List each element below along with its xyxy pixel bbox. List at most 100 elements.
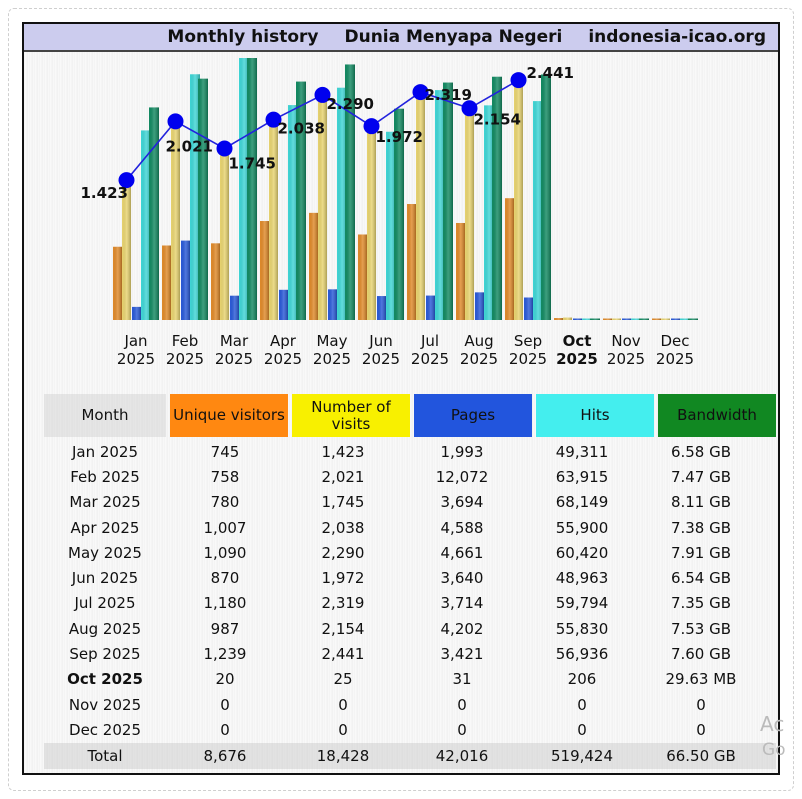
cell-hits: 60,420 (555, 543, 609, 562)
cell-unique-visitors: 1,090 (203, 543, 247, 562)
cell-unique-visitors: 987 (210, 619, 240, 638)
bar-shade (631, 318, 641, 320)
bar-shade (132, 306, 141, 320)
cell-visits: 1,745 (321, 493, 365, 512)
bar-shade (328, 289, 337, 320)
cell-month: Jun 2025 (71, 569, 139, 588)
bar-shade (162, 245, 171, 320)
bar-shade (573, 318, 582, 320)
bar-shade (198, 78, 208, 320)
bar-shade (524, 297, 533, 320)
cell-month: Nov 2025 (68, 695, 142, 714)
bar-shade (639, 318, 649, 320)
x-tick-month-nov: Nov (611, 332, 640, 350)
cell-hits: 55,900 (555, 518, 609, 537)
x-tick-month-feb: Feb (172, 332, 199, 350)
cell-hits: 0 (577, 720, 587, 739)
x-tick-month-may: May (316, 332, 347, 350)
site-domain: indonesia-icao.org (588, 27, 766, 47)
cell-month: Aug 2025 (68, 619, 142, 638)
bar-shade (345, 64, 355, 321)
bar-shade (190, 74, 200, 321)
cell-month: Sep 2025 (69, 645, 141, 664)
x-tick-month-sep: Sep (514, 332, 542, 350)
x-tick-year-nov: 2025 (607, 350, 645, 368)
monthly-table: Month Unique visitors Number of visits P… (44, 394, 776, 769)
bar-shade (661, 318, 670, 320)
bar-shade (533, 101, 543, 320)
x-tick-year-apr: 2025 (264, 350, 302, 368)
bar-shade (603, 318, 612, 320)
x-tick-year-sep: 2025 (509, 350, 547, 368)
x-tick-month-aug: Aug (464, 332, 493, 350)
cell-bandwidth: 7.60 GB (670, 645, 732, 664)
cell-hits: 56,936 (555, 645, 609, 664)
x-tick-year-feb: 2025 (166, 350, 204, 368)
cell-bandwidth: 7.47 GB (670, 467, 732, 486)
header-hits: Hits (536, 394, 654, 437)
cell-visits: 2,290 (321, 543, 365, 562)
cell-hits: 59,794 (555, 594, 609, 613)
cell-hits: 206 (567, 670, 597, 689)
cell-unique-visitors: 758 (210, 467, 240, 486)
cell-unique-visitors: 745 (210, 442, 240, 461)
cell-hits: 48,963 (555, 569, 609, 588)
table-row: Mar 2025 780 1,745 3,694 68,149 8.11 GB (44, 490, 776, 515)
cell-month: Jan 2025 (71, 442, 139, 461)
cell-month: Feb 2025 (70, 467, 140, 486)
bar-shade (181, 240, 190, 320)
cell-bandwidth: 0 (696, 695, 706, 714)
bar-shade (407, 204, 416, 320)
table-row: Dec 2025 0 0 0 0 0 (44, 717, 776, 742)
monthly-history-panel: Monthly history Dunia Menyapa Negeri ind… (22, 22, 780, 775)
bar-shade (230, 295, 239, 320)
cell-visits: 2,021 (321, 467, 365, 486)
cell-month: Dec 2025 (69, 720, 141, 739)
table-row: Jan 2025 745 1,423 1,993 49,311 6.58 GB (44, 439, 776, 464)
total-unique: 8,676 (203, 746, 247, 765)
total-label: Total (87, 746, 123, 765)
bar-shade (296, 81, 306, 321)
bar-shade (211, 243, 220, 320)
header-month: Month (44, 394, 166, 437)
total-bandwidth: 66.50 GB (666, 746, 736, 765)
watermark-line-2: Go (762, 740, 786, 760)
data-label-visits-aug: 2.154 (474, 110, 521, 128)
cell-month: Mar 2025 (69, 493, 141, 512)
cell-visits: 25 (333, 670, 353, 689)
table-row-total: Total 8,676 18,428 42,016 519,424 66.50 … (44, 742, 776, 769)
x-tick-year-jan: 2025 (117, 350, 155, 368)
visits-point-jan (118, 172, 135, 189)
cell-visits: 1,423 (321, 442, 365, 461)
cell-bandwidth: 8.11 GB (670, 493, 732, 512)
bar-shade (475, 292, 484, 320)
table-body: Jan 2025 745 1,423 1,993 49,311 6.58 GB Feb 20… (44, 439, 776, 743)
header-bandwidth: Bandwidth (658, 394, 776, 437)
total-hits: 519,424 (550, 746, 614, 765)
bar-shade (435, 90, 445, 320)
cell-pages: 31 (452, 670, 472, 689)
cell-month: Oct 2025 (67, 670, 143, 689)
bar-shade (590, 318, 600, 320)
cell-pages: 4,661 (440, 543, 484, 562)
cell-pages: 3,640 (440, 569, 484, 588)
cell-hits: 0 (577, 695, 587, 714)
bar-shade (582, 318, 592, 320)
cell-bandwidth: 29.63 MB (665, 670, 737, 689)
visits-point-mar (216, 140, 233, 157)
cell-pages: 0 (457, 720, 467, 739)
bar-shade (377, 296, 386, 320)
bar-shade (141, 130, 151, 320)
bar-shade (113, 246, 122, 320)
bar-shade (220, 148, 229, 320)
cell-month: Apr 2025 (70, 518, 140, 537)
visits-point-sep (510, 72, 527, 89)
cell-bandwidth: 6.58 GB (670, 442, 732, 461)
data-label-visits-may: 2.290 (327, 95, 374, 113)
data-label-visits-feb: 2.021 (166, 137, 213, 155)
cell-visits: 2,038 (321, 518, 365, 537)
bar-shade (247, 58, 257, 320)
site-name: Dunia Menyapa Negeri (344, 27, 563, 47)
bar-shade (514, 80, 523, 320)
x-tick-month-oct: Oct (563, 332, 592, 350)
